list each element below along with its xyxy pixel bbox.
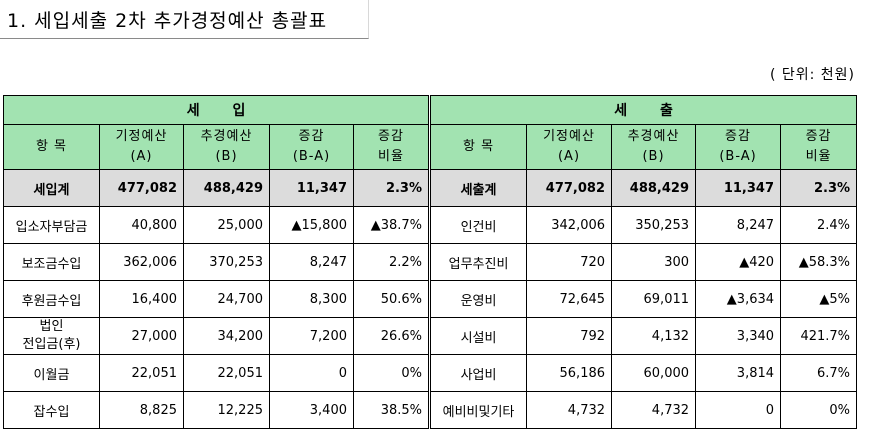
expense-diff: ▲420 xyxy=(695,243,782,281)
expense-item: 인건비 xyxy=(428,206,528,244)
revenue-cur: 34,200 xyxy=(183,317,270,355)
table-row: 후원금수입 16,400 24,700 8,300 50.6% 운영비 72,6… xyxy=(3,280,858,318)
expense-item-header: 항 목 xyxy=(428,124,528,170)
unit-label: ( 단위: 천원) xyxy=(769,67,855,83)
table-row: 입소자부담금 40,800 25,000 ▲15,800 ▲38.7% 인건비 … xyxy=(3,206,858,244)
revenue-cur: 12,225 xyxy=(183,391,270,429)
expense-item: 사업비 xyxy=(428,354,528,392)
expense-rate: 421.7% xyxy=(780,317,858,355)
table-row: 보조금수입 362,006 370,253 8,247 2.2% 업무추진비 7… xyxy=(3,243,858,281)
expense-diff-header: 증감 (B-A) xyxy=(695,124,782,170)
expense-item: 예비비및기타 xyxy=(428,391,528,429)
revenue-total-label: 세입계 xyxy=(3,169,100,207)
revenue-prev: 22,051 xyxy=(99,354,184,392)
expense-prev: 4,732 xyxy=(526,391,613,429)
expense-prev: 720 xyxy=(526,243,613,281)
section-header-row: 세 입 세 출 xyxy=(2,95,858,125)
table-row: 법인 전입금(후) 27,000 34,200 7,200 26.6% 시설비 7… xyxy=(3,317,858,355)
expense-prev: 792 xyxy=(526,317,613,355)
expense-item: 업무추진비 xyxy=(428,243,528,281)
revenue-section-label: 세 입 xyxy=(2,95,431,125)
expense-cur: 300 xyxy=(611,243,697,281)
expense-diff: 3,814 xyxy=(695,354,782,392)
budget-table: 세 입 세 출 항 목 기정예산 (A) 추경예산 (B) 증감 (B-A) 증감 비율… xyxy=(2,95,858,429)
revenue-diff: ▲15,800 xyxy=(269,206,354,244)
table-row: 이월금 22,051 22,051 0 0% 사업비 56,186 60,000… xyxy=(3,354,858,392)
expense-cur: 4,132 xyxy=(611,317,697,355)
expense-prev: 342,006 xyxy=(526,206,613,244)
expense-item: 시설비 xyxy=(428,317,528,355)
revenue-total-cur: 488,429 xyxy=(183,169,270,207)
expense-rate-header: 증감 비율 xyxy=(780,124,858,170)
expense-section-label: 세 출 xyxy=(428,95,858,125)
expense-diff: 0 xyxy=(695,391,782,429)
expense-prev: 56,186 xyxy=(526,354,613,392)
expense-total-prev: 477,082 xyxy=(526,169,613,207)
revenue-item: 보조금수입 xyxy=(3,243,100,281)
expense-total-label: 세출계 xyxy=(428,169,528,207)
expense-total-diff: 11,347 xyxy=(695,169,782,207)
revenue-item: 후원금수입 xyxy=(3,280,100,318)
expense-cur: 69,011 xyxy=(611,280,697,318)
revenue-prev: 362,006 xyxy=(99,243,184,281)
expense-cur: 350,253 xyxy=(611,206,697,244)
revenue-item: 입소자부담금 xyxy=(3,206,100,244)
table-row: 잡수입 8,825 12,225 3,400 38.5% 예비비및기타 4,73… xyxy=(3,391,858,429)
revenue-prev: 40,800 xyxy=(99,206,184,244)
expense-diff: 3,340 xyxy=(695,317,782,355)
revenue-cur: 25,000 xyxy=(183,206,270,244)
revenue-diff-header: 증감 (B-A) xyxy=(269,124,354,170)
total-row: 세입계 477,082 488,429 11,347 2.3% 세출계 477,… xyxy=(3,169,858,207)
expense-total-cur: 488,429 xyxy=(611,169,697,207)
revenue-total-prev: 477,082 xyxy=(99,169,184,207)
revenue-cur: 24,700 xyxy=(183,280,270,318)
revenue-diff: 0 xyxy=(269,354,354,392)
revenue-rate: 50.6% xyxy=(352,280,431,318)
revenue-total-rate: 2.3% xyxy=(352,169,431,207)
expense-rate: 6.7% xyxy=(780,354,858,392)
expense-diff: ▲3,634 xyxy=(695,280,782,318)
revenue-rate: 2.2% xyxy=(352,243,431,281)
title-box: 1. 세입세출 2차 추가경정예산 총괄표 xyxy=(0,0,369,39)
expense-rate: ▲58.3% xyxy=(780,243,858,281)
revenue-rate: 38.5% xyxy=(352,391,431,429)
expense-prev: 72,645 xyxy=(526,280,613,318)
expense-cur-header: 추경예산 (B) xyxy=(611,124,697,170)
revenue-rate-header: 증감 비율 xyxy=(352,124,431,170)
expense-cur: 60,000 xyxy=(611,354,697,392)
revenue-total-diff: 11,347 xyxy=(269,169,354,207)
expense-rate: ▲5% xyxy=(780,280,858,318)
revenue-prev: 27,000 xyxy=(99,317,184,355)
revenue-prev: 8,825 xyxy=(99,391,184,429)
expense-rate: 0% xyxy=(780,391,858,429)
page-title: 1. 세입세출 2차 추가경정예산 총괄표 xyxy=(7,10,328,32)
revenue-prev: 16,400 xyxy=(99,280,184,318)
expense-rate: 2.4% xyxy=(780,206,858,244)
expense-cur: 4,732 xyxy=(611,391,697,429)
revenue-cur-header: 추경예산 (B) xyxy=(183,124,270,170)
column-header-row: 항 목 기정예산 (A) 추경예산 (B) 증감 (B-A) 증감 비율 항 목 기정예… xyxy=(3,124,858,170)
revenue-item: 법인 전입금(후) xyxy=(3,317,100,355)
revenue-cur: 370,253 xyxy=(183,243,270,281)
revenue-prev-header: 기정예산 (A) xyxy=(99,124,184,170)
revenue-item: 잡수입 xyxy=(3,391,100,429)
revenue-item-header: 항 목 xyxy=(3,124,100,170)
revenue-diff: 7,200 xyxy=(269,317,354,355)
expense-prev-header: 기정예산 (A) xyxy=(526,124,613,170)
revenue-diff: 8,300 xyxy=(269,280,354,318)
expense-item: 운영비 xyxy=(428,280,528,318)
revenue-item: 이월금 xyxy=(3,354,100,392)
revenue-rate: 26.6% xyxy=(352,317,431,355)
revenue-diff: 3,400 xyxy=(269,391,354,429)
revenue-cur: 22,051 xyxy=(183,354,270,392)
revenue-diff: 8,247 xyxy=(269,243,354,281)
expense-diff: 8,247 xyxy=(695,206,782,244)
expense-total-rate: 2.3% xyxy=(780,169,858,207)
revenue-rate: ▲38.7% xyxy=(352,206,431,244)
revenue-rate: 0% xyxy=(352,354,431,392)
